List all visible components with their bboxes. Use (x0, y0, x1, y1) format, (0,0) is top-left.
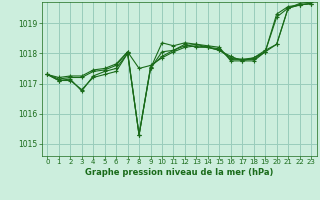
X-axis label: Graphe pression niveau de la mer (hPa): Graphe pression niveau de la mer (hPa) (85, 168, 273, 177)
